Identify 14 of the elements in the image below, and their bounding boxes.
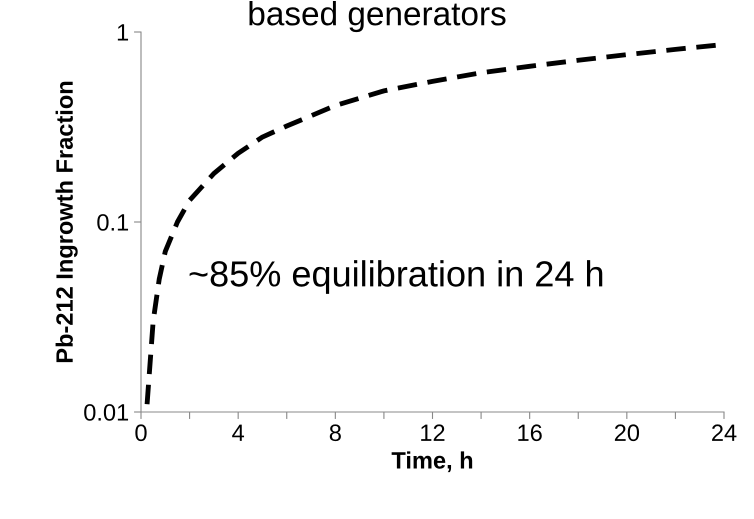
annotation: ~85% equilibration in 24 h (190, 260, 602, 294)
x-tick-label: 20 (614, 424, 640, 442)
y-tick-label: 1 (118, 24, 128, 41)
x-tick-label: 16 (518, 424, 542, 442)
x-tick-label: 8 (330, 424, 341, 442)
x-tick-label: 4 (232, 424, 244, 441)
y-tick-label: 0.01 (84, 404, 128, 421)
y-axis-title: Pb-212 Ingrowth Fraction (56, 82, 78, 362)
x-axis-title: Time, h (392, 451, 472, 472)
x-tick-label: 24 (712, 424, 736, 441)
chart-title: based generators (249, 1, 506, 32)
y-tick-label: 0.1 (97, 214, 128, 231)
x-tick-label: 0 (135, 424, 147, 442)
x-tick-label: 12 (421, 424, 444, 441)
